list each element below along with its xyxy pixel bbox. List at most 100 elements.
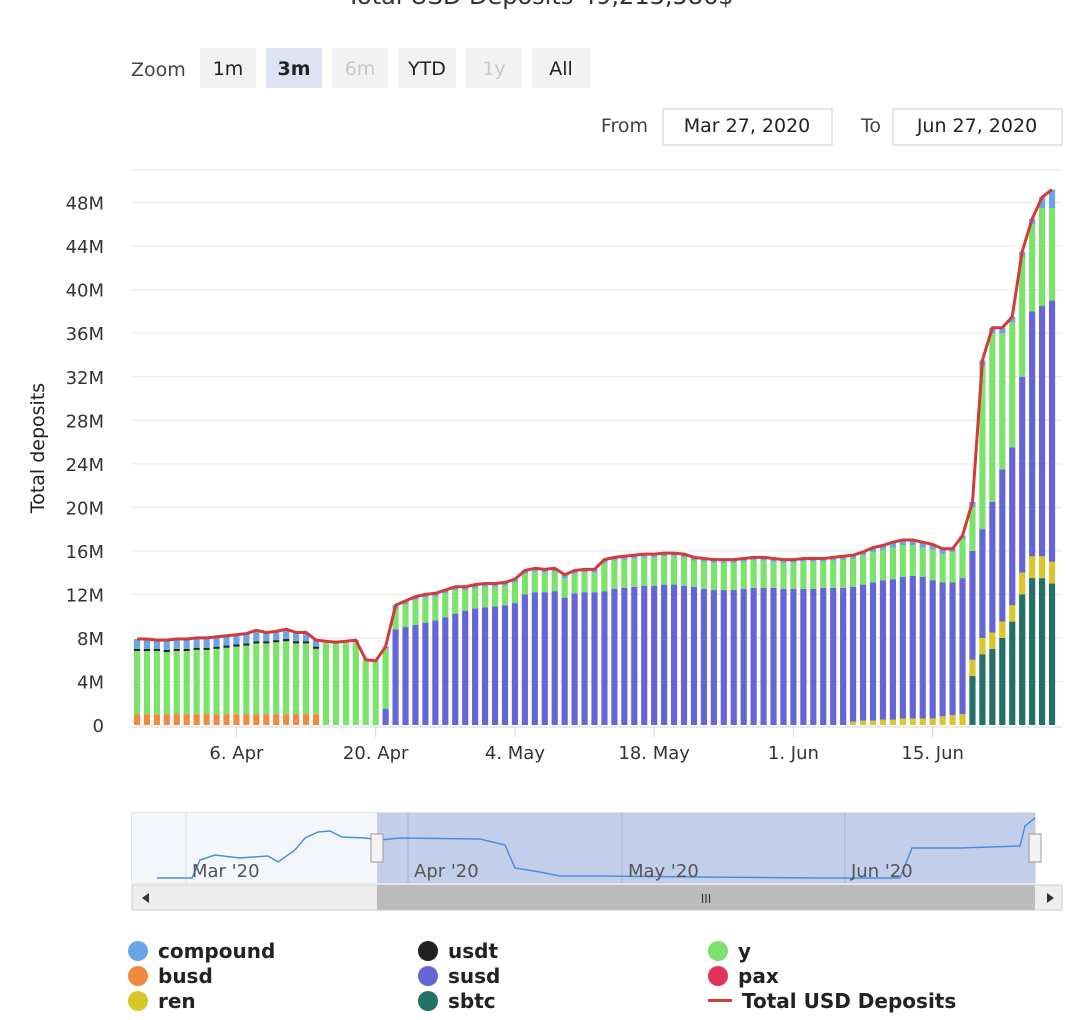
bar-segment bbox=[770, 587, 777, 725]
bar-segment bbox=[432, 596, 439, 621]
bar-segment bbox=[133, 639, 141, 649]
bar-segment bbox=[899, 540, 906, 546]
bar-segment bbox=[352, 641, 359, 725]
bar-segment bbox=[472, 608, 479, 725]
bar-segment bbox=[541, 592, 548, 725]
bar-segment bbox=[859, 555, 867, 585]
bar-segment bbox=[482, 583, 489, 587]
bar-segment bbox=[611, 588, 618, 725]
bar-segment bbox=[1048, 300, 1056, 562]
bar-segment bbox=[969, 507, 976, 551]
bar-segment bbox=[571, 593, 578, 725]
legend-item[interactable]: sbtc bbox=[418, 988, 708, 1013]
legend-label[interactable]: pax bbox=[738, 963, 779, 988]
legend-label[interactable]: Total USD Deposits bbox=[742, 988, 957, 1013]
bar-segment bbox=[621, 587, 628, 725]
legend-item[interactable]: busd bbox=[128, 963, 418, 988]
to-input[interactable] bbox=[892, 108, 1063, 146]
legend-item[interactable]: Total USD Deposits bbox=[708, 988, 1068, 1013]
legend-label[interactable]: susd bbox=[448, 963, 501, 988]
bar-segment bbox=[283, 629, 290, 640]
scrollbar-thumb[interactable] bbox=[377, 885, 1035, 910]
bar-segment bbox=[879, 719, 887, 725]
legend-label[interactable]: compound bbox=[158, 938, 276, 963]
from-value[interactable]: Mar 27, 2020 bbox=[684, 115, 811, 137]
to-value[interactable]: Jun 27, 2020 bbox=[916, 115, 1037, 137]
bar-segment bbox=[422, 597, 429, 623]
legend-swatch bbox=[418, 940, 438, 961]
bar-segment bbox=[143, 648, 151, 651]
bar-segment bbox=[651, 557, 658, 586]
bar-segment bbox=[422, 622, 429, 725]
legend: compound busd ren usdt susd sbtc y pax Total USD… bbox=[128, 938, 1068, 1013]
bar-segment bbox=[263, 643, 270, 715]
bar-segment bbox=[929, 580, 936, 719]
navigator-handle[interactable] bbox=[1028, 833, 1042, 863]
y-axis-label: Total deposits bbox=[27, 383, 49, 514]
y-tick-label: 20M bbox=[66, 498, 104, 519]
bar-segment bbox=[203, 714, 210, 725]
y-tick-label: 16M bbox=[66, 542, 104, 563]
legend-label[interactable]: usdt bbox=[448, 938, 499, 963]
legend-label[interactable]: y bbox=[738, 938, 752, 963]
bar-segment bbox=[1029, 224, 1036, 312]
bar-segment bbox=[223, 635, 230, 646]
bar-segment bbox=[253, 630, 260, 642]
zoom-button[interactable] bbox=[266, 48, 322, 88]
bar-segment bbox=[1009, 447, 1016, 606]
y-tick-label: 36M bbox=[66, 324, 104, 345]
bar-segment bbox=[999, 469, 1006, 622]
zoom-button[interactable] bbox=[532, 48, 590, 88]
bar-segment bbox=[143, 651, 151, 715]
scroll-right[interactable] bbox=[1047, 893, 1054, 903]
bar-segment bbox=[700, 558, 707, 562]
legend-item[interactable]: ren bbox=[128, 988, 418, 1013]
bar-segment bbox=[432, 620, 439, 725]
from-label: From bbox=[601, 115, 648, 137]
from-input[interactable] bbox=[662, 108, 833, 146]
bar-segment bbox=[1019, 572, 1026, 595]
zoom-button-label[interactable]: 3m bbox=[277, 58, 310, 80]
legend-swatch bbox=[708, 999, 732, 1002]
scroll-left[interactable] bbox=[142, 893, 149, 903]
bar-segment bbox=[720, 559, 727, 563]
bar-segment bbox=[969, 550, 976, 660]
bar-segment bbox=[223, 714, 230, 725]
bar-segment bbox=[631, 555, 638, 559]
bar-segment bbox=[332, 643, 339, 725]
navigator-handle[interactable] bbox=[370, 833, 384, 863]
bar-segment bbox=[680, 585, 688, 725]
bar-segment bbox=[581, 569, 588, 573]
legend-item[interactable]: pax bbox=[708, 963, 1068, 988]
bar-segment bbox=[482, 586, 489, 608]
bar-segment bbox=[462, 610, 469, 725]
legend-label[interactable]: ren bbox=[158, 988, 196, 1013]
legend-label[interactable]: sbtc bbox=[448, 988, 496, 1013]
legend-item[interactable]: susd bbox=[418, 963, 708, 988]
legend-item[interactable]: y bbox=[708, 938, 1068, 963]
bar-segment bbox=[710, 559, 717, 563]
zoom-button-label[interactable]: YTD bbox=[407, 58, 446, 80]
legend-label[interactable]: busd bbox=[158, 963, 213, 988]
bar-segment bbox=[869, 582, 877, 721]
zoom-button-label[interactable]: All bbox=[549, 58, 573, 80]
bar-segment bbox=[213, 646, 220, 649]
zoom-button-label[interactable]: 1m bbox=[213, 58, 244, 80]
bar-segment bbox=[1009, 322, 1016, 448]
legend-item[interactable]: usdt bbox=[418, 938, 708, 963]
bar-segment bbox=[790, 562, 797, 589]
bar-segment bbox=[979, 365, 986, 530]
x-tick-label: 4. May bbox=[485, 743, 545, 764]
zoom-button[interactable] bbox=[200, 48, 256, 88]
bar-segment bbox=[770, 558, 777, 562]
bar-segment bbox=[1019, 257, 1026, 377]
bar-segment bbox=[163, 649, 170, 653]
zoom-button[interactable] bbox=[398, 48, 456, 88]
legend-item[interactable]: compound bbox=[128, 938, 418, 963]
bar-segment bbox=[263, 632, 270, 642]
bar-segment bbox=[193, 714, 200, 725]
bar-segment bbox=[233, 714, 240, 725]
bars bbox=[133, 188, 1056, 725]
bar-segment bbox=[1048, 561, 1056, 584]
bar-segment bbox=[402, 600, 409, 605]
